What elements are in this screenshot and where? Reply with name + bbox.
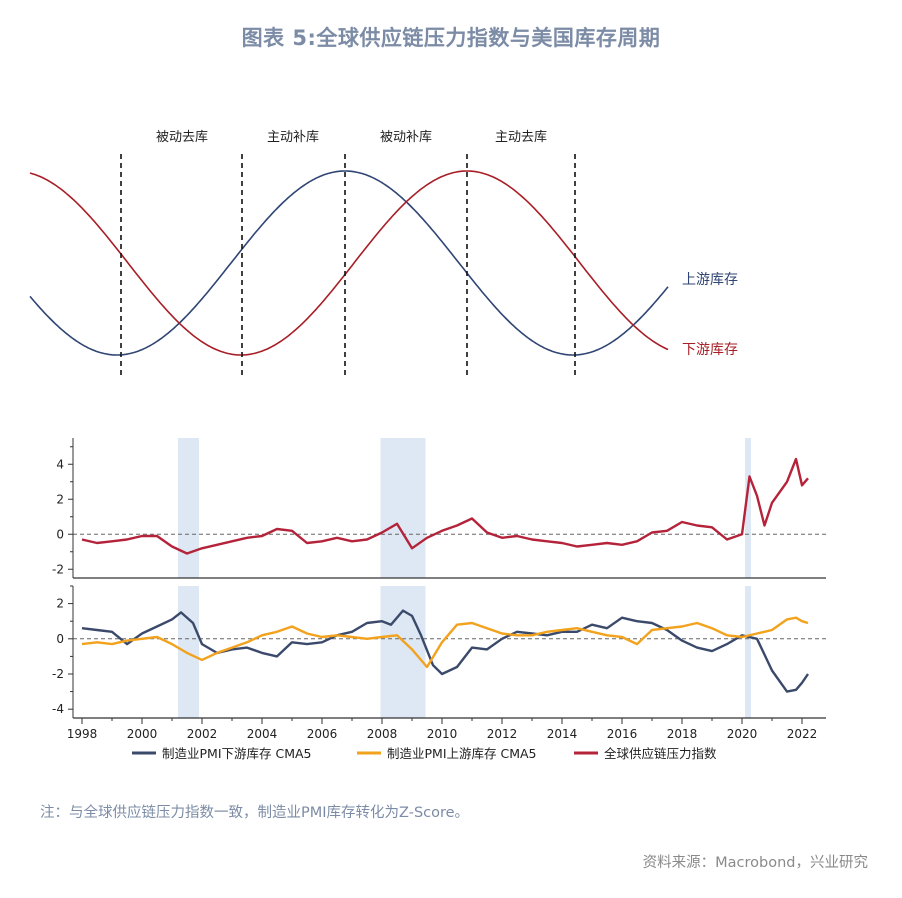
gscpi-panel-y-tick-label: 2 [56, 492, 64, 506]
x-tick-label: 2014 [547, 727, 578, 741]
gscpi-panel-shaded-period [178, 438, 199, 578]
pmi-panel-y-tick-label: -4 [52, 702, 64, 716]
pmi-panel-shaded-period [178, 586, 199, 718]
gscpi-panel-shaded-period [745, 438, 751, 578]
downstream-inventory-curve [29, 170, 669, 356]
upstream-inventory-label: 上游库存 [682, 272, 738, 288]
legend-label-3: 全球供应链压力指数 [604, 746, 717, 761]
phase-label: 主动去库 [495, 129, 547, 145]
x-tick-label: 2012 [487, 727, 518, 741]
pmi-panel-series-line-1 [81, 609, 809, 693]
x-tick-label: 1998 [67, 727, 98, 741]
x-tick-label: 2018 [667, 727, 698, 741]
phase-label: 主动补库 [267, 129, 319, 145]
x-tick-label: 2002 [187, 727, 218, 741]
x-tick-label: 2004 [247, 727, 278, 741]
gscpi-panel-series-line-1 [81, 457, 809, 555]
x-tick-label: 2000 [127, 727, 158, 741]
pmi-panel-shaded-period [745, 586, 751, 718]
gscpi-panel-y-tick-label: -2 [52, 562, 64, 576]
pmi-panel-y-tick-label: 2 [56, 597, 64, 611]
x-tick-label: 2010 [427, 727, 458, 741]
chart-title: 图表 5:全球供应链压力指数与美国库存周期 [241, 26, 661, 50]
x-tick-label: 2008 [367, 727, 398, 741]
pmi-panel-y-tick-label: -2 [52, 667, 64, 681]
legend-label-2: 制造业PMI上游库存 CMA5 [387, 746, 537, 761]
x-tick-label: 2020 [727, 727, 758, 741]
pmi-panel-series-line-2 [81, 616, 809, 669]
chart-note: 注：与全球供应链压力指数一致，制造业PMI库存转化为Z-Score。 [40, 805, 470, 821]
pmi-panel-shaded-period [380, 586, 426, 718]
pmi-panel-y-tick-label: 0 [56, 632, 64, 646]
x-tick-label: 2022 [787, 727, 818, 741]
chart-source: 资料来源：Macrobond，兴业研究 [642, 855, 868, 871]
x-tick-label: 2006 [307, 727, 338, 741]
phase-label: 被动去库 [156, 129, 208, 145]
upstream-inventory-curve [29, 170, 669, 356]
downstream-inventory-label: 下游库存 [682, 342, 738, 358]
gscpi-panel-y-tick-label: 4 [56, 457, 64, 471]
phase-label: 被动补库 [380, 129, 432, 145]
gscpi-panel-y-tick-label: 0 [56, 527, 64, 541]
x-tick-label: 2016 [607, 727, 638, 741]
legend-label-1: 制造业PMI下游库存 CMA5 [162, 746, 312, 761]
gscpi-panel-shaded-period [380, 438, 426, 578]
